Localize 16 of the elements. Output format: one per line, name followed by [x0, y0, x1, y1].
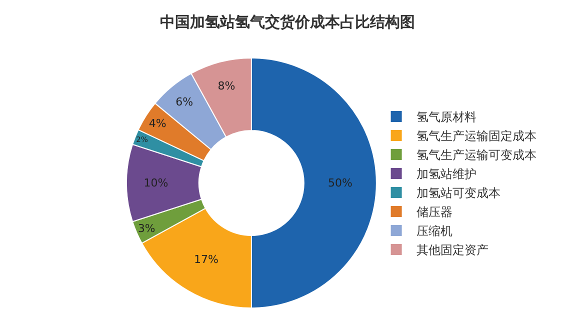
data-label: 10%: [144, 176, 168, 190]
legend-label: 压缩机: [416, 224, 452, 238]
chart-title: 中国加氢站氢气交货价成本占比结构图: [160, 12, 415, 31]
legend-label: 氢气原材料: [416, 110, 476, 124]
data-label: 3%: [138, 222, 156, 235]
legend-label: 其他固定资产: [416, 243, 488, 258]
data-label: 6%: [176, 95, 194, 108]
data-label: 8%: [218, 80, 236, 93]
legend-label: 储压器: [416, 205, 452, 220]
legend-label: 加氢站维护: [416, 167, 476, 182]
data-label: 4%: [148, 116, 166, 130]
data-label: 50%: [328, 176, 352, 190]
legend-label: 氢气生产运输可变成本: [416, 148, 536, 162]
data-label: 17%: [194, 252, 218, 266]
legend-label: 加氢站可变成本: [416, 186, 500, 200]
legend-label: 氢气生产运输固定成本: [416, 129, 536, 144]
